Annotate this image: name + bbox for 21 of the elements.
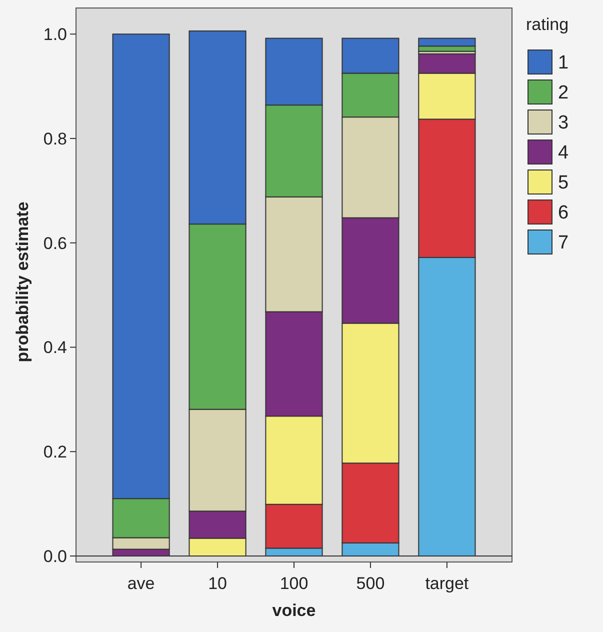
y-tick-label: 0.0 [43,546,67,566]
x-tick-label: target [425,574,469,593]
x-tick-label: 100 [280,574,308,593]
x-axis-title: voice [272,601,316,620]
legend-label: 7 [558,232,569,254]
x-tick-label: 10 [208,574,227,593]
legend-label: 6 [558,202,569,224]
legend-label: 4 [558,142,569,164]
legend-label: 5 [558,172,569,194]
y-tick-label: 0.8 [43,129,67,148]
y-tick-label: 0.4 [43,338,67,358]
x-tick-label: ave [127,574,155,593]
y-tick-label: 1.0 [43,25,67,44]
y-axis-title: probability estimate [13,202,32,362]
legend-label: 2 [558,82,569,104]
y-tick-label: 0.2 [43,442,67,462]
x-tick-label: 500 [356,574,385,593]
y-tick-label: 0.6 [43,234,67,253]
legend-label: 3 [558,112,569,134]
legend-title: rating [526,15,569,34]
legend-label: 1 [558,52,569,74]
